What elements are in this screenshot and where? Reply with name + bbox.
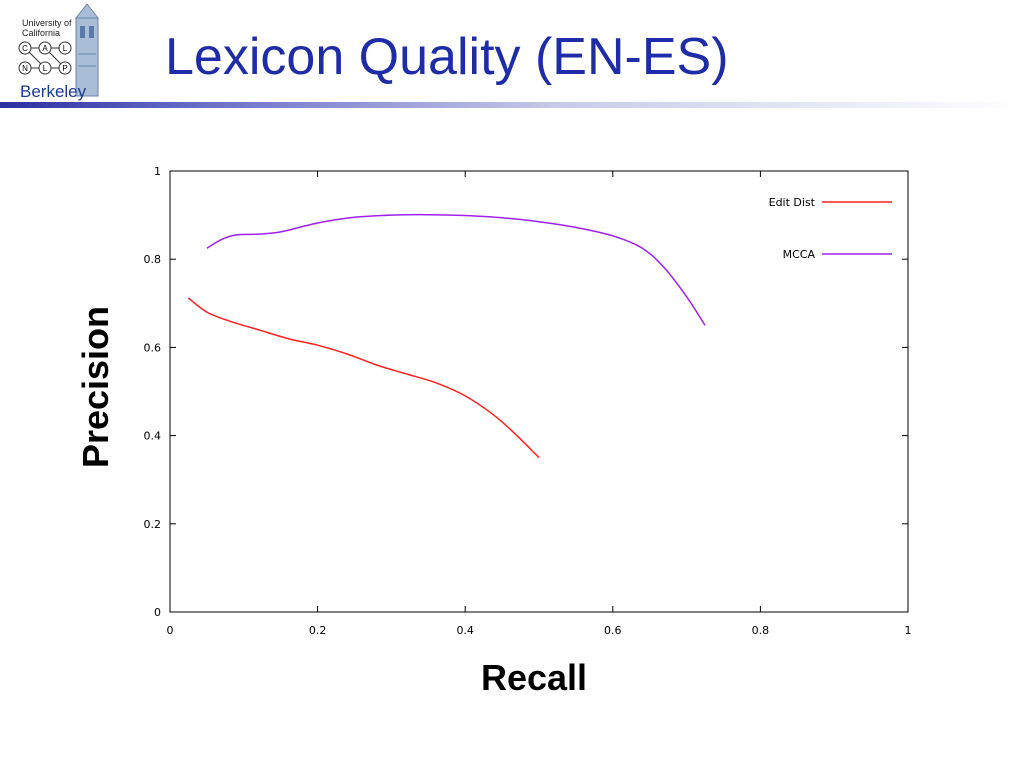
berkeley-logo: C A L N L P University of California Ber… bbox=[8, 3, 118, 101]
logo-line-1: University of bbox=[22, 18, 72, 28]
series-line-edit-dist bbox=[187, 297, 540, 459]
slide-title: Lexicon Quality (EN-ES) bbox=[165, 28, 729, 86]
axis-tick-labels: 0 0.2 0.4 0.6 0.8 1 0 0.2 0.4 0.6 0.8 1 bbox=[144, 165, 912, 637]
series-line-mcca bbox=[206, 213, 706, 326]
plot-frame bbox=[169, 170, 909, 613]
legend-label-mcca: MCCA bbox=[783, 248, 816, 261]
legend-label-edit-dist: Edit Dist bbox=[769, 196, 816, 209]
logo-line-2: California bbox=[22, 28, 61, 38]
title-underline bbox=[0, 102, 1024, 108]
y-axis-label: Precision bbox=[75, 305, 116, 469]
logo-letter-l2: L bbox=[43, 64, 48, 73]
y-tick-label: 0.6 bbox=[144, 341, 162, 354]
logo-letter-l: L bbox=[63, 44, 68, 53]
y-tick-label: 0.2 bbox=[144, 518, 162, 531]
x-tick-label: 1 bbox=[905, 624, 912, 637]
y-tick-label: 0.8 bbox=[144, 253, 162, 266]
logo-letter-n: N bbox=[22, 64, 28, 73]
x-tick-label: 0 bbox=[167, 624, 174, 637]
berkeley-logo-graphic: C A L N L P bbox=[18, 3, 100, 97]
logo-letter-a: A bbox=[42, 44, 48, 53]
x-axis-label: Recall bbox=[480, 657, 588, 698]
axis-ticks bbox=[169, 170, 909, 613]
x-tick-label: 0.4 bbox=[456, 624, 474, 637]
legend: Edit Dist MCCA bbox=[769, 196, 892, 261]
x-tick-label: 0.2 bbox=[309, 624, 327, 637]
logo-university-text: University of California bbox=[22, 18, 72, 38]
series-layer bbox=[187, 213, 706, 459]
y-tick-label: 1 bbox=[154, 165, 161, 178]
y-tick-label: 0 bbox=[154, 606, 161, 619]
y-tick-label: 0.4 bbox=[144, 430, 162, 443]
x-tick-label: 0.8 bbox=[752, 624, 770, 637]
logo-letter-p: P bbox=[62, 64, 67, 73]
logo-letter-c: C bbox=[22, 44, 28, 53]
x-tick-label: 0.6 bbox=[604, 624, 622, 637]
logo-berkeley-text: Berkeley bbox=[20, 82, 87, 101]
